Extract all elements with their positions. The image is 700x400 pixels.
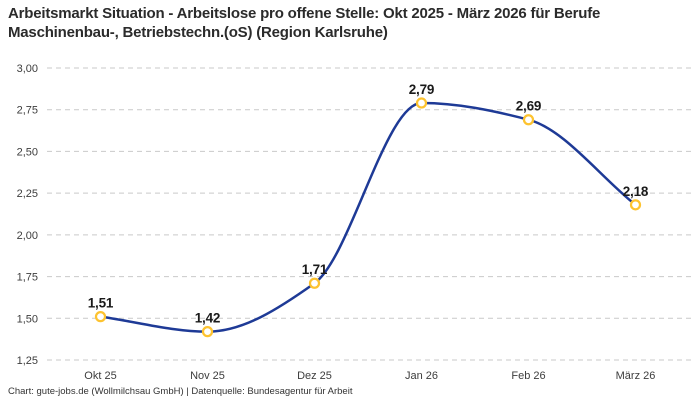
data-point-label: 1,71 [302,262,328,277]
data-point-marker [201,326,214,338]
data-point-marker [415,97,428,109]
x-tick-label: Jan 26 [405,370,438,382]
data-point-label: 1,42 [195,311,220,326]
y-tick-label: 1,50 [17,313,38,325]
data-point-label: 2,18 [623,184,649,199]
x-tick-label: Dez 25 [297,370,332,382]
y-tick-label: 3,00 [17,63,38,75]
data-point-label: 2,79 [409,82,434,97]
x-tick-label: März 26 [616,370,656,382]
data-point-marker [629,199,642,211]
chart-title: Arbeitsmarkt Situation - Arbeitslose pro… [8,5,601,41]
series-line [99,101,637,333]
data-point-label: 1,51 [88,296,114,311]
data-point-marker [308,277,321,289]
source-credit: Chart: gute-jobs.de (Wollmilchsau GmbH) … [8,386,353,397]
y-tick-label: 2,00 [17,230,38,242]
y-tick-label: 2,25 [17,188,38,200]
y-tick-label: 1,25 [17,355,38,367]
y-tick-label: 2,50 [17,146,38,158]
data-point-marker [522,114,535,126]
x-tick-label: Nov 25 [190,370,225,382]
y-tick-label: 1,75 [17,272,38,284]
data-point-marker [94,310,107,323]
x-tick-label: Feb 26 [511,370,545,382]
x-tick-label: Okt 25 [84,370,116,382]
data-point-label: 2,69 [516,99,541,114]
y-tick-label: 2,75 [17,105,38,117]
